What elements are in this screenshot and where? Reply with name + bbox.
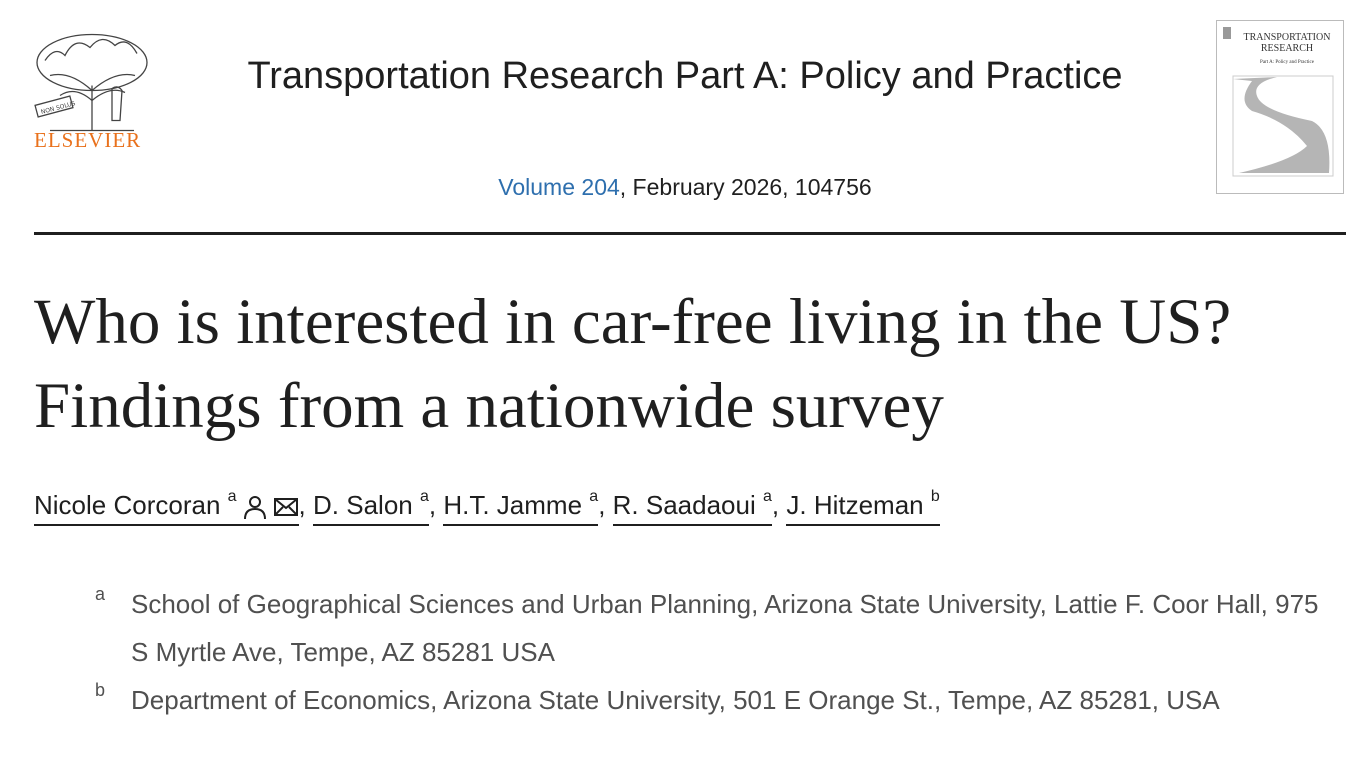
affiliation-item: b Department of Economics, Arizona State … [95,676,1325,724]
affiliation-text: School of Geographical Sciences and Urba… [131,589,1319,667]
affiliation-item: a School of Geographical Sciences and Urb… [95,580,1325,676]
affiliations: a School of Geographical Sciences and Urb… [95,580,1325,724]
affiliation-label: b [95,680,106,700]
separator: , [298,490,306,520]
separator: , [428,490,437,520]
author-name: J. Hitzeman [786,490,924,520]
affiliation-marker: b [930,488,940,505]
header-divider [34,232,1346,235]
author-link[interactable]: R. Saadaoui a [612,488,772,526]
separator: , [771,490,780,520]
person-icon [243,496,266,520]
article-title: Who is interested in car-free living in … [34,286,1232,442]
separator: , [598,490,606,520]
affiliation-text: Department of Economics, Arizona State U… [131,685,1220,715]
volume-line: Volume 204, February 2026, 104756 [220,174,1150,201]
affiliation-marker: a [589,488,599,505]
affiliation-label: a [95,584,106,604]
affiliation-marker: a [419,488,429,505]
author-link[interactable]: Nicole Corcoran a [34,488,299,526]
author-name: R. Saadaoui [612,490,756,520]
elsevier-wordmark: ELSEVIER [34,128,142,152]
journal-title[interactable]: Transportation Research Part A: Policy a… [247,55,1123,97]
svg-text:Part A: Policy and Practice: Part A: Policy and Practice [1260,60,1315,65]
author-name: Nicole Corcoran [34,490,221,520]
volume-link[interactable]: Volume 204 [498,174,620,200]
issue-info: , February 2026, 104756 [619,174,872,200]
author-name: D. Salon [313,490,413,520]
svg-text:RESEARCH: RESEARCH [1261,43,1313,54]
author-list: Nicole Corcoran a, D. Salon a, H.T. Jamm… [34,488,940,526]
journal-cover-thumbnail[interactable]: TRANSPORTATION RESEARCH Part A: Policy a… [1216,20,1344,194]
elsevier-logo[interactable]: NON SOLUS [30,18,154,153]
svg-text:TRANSPORTATION: TRANSPORTATION [1244,32,1331,43]
author-link[interactable]: D. Salon a [313,488,429,526]
author-link[interactable]: H.T. Jamme a [443,488,599,526]
envelope-icon [273,498,298,517]
affiliation-marker: a [763,488,772,505]
author-link[interactable]: J. Hitzeman b [786,488,940,526]
affiliation-marker: a [227,488,237,505]
author-name: H.T. Jamme [443,490,583,520]
